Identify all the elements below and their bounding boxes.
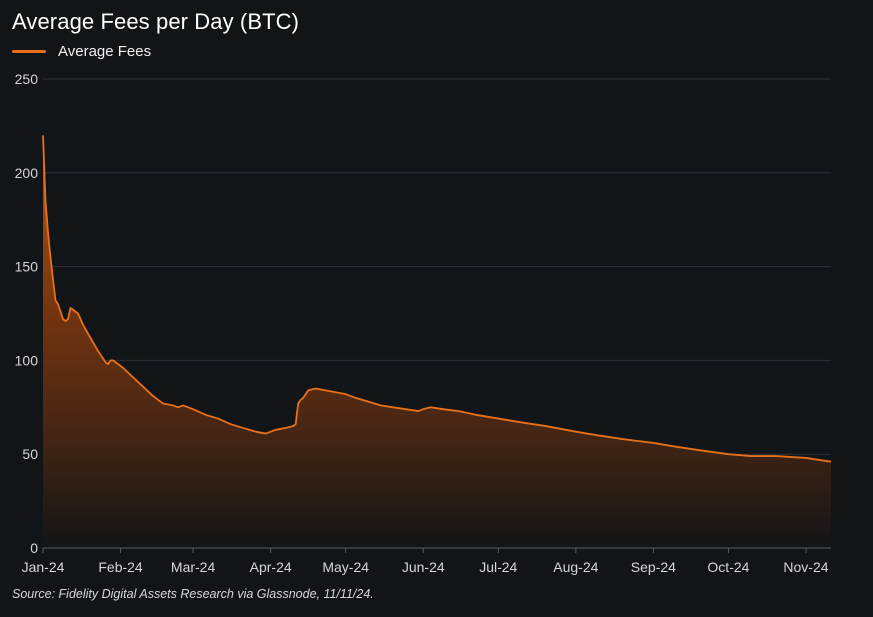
x-tick-label: Nov-24 <box>783 559 828 575</box>
x-tick-label: Apr-24 <box>250 559 292 575</box>
y-tick-label: 250 <box>15 71 39 87</box>
x-tick-label: May-24 <box>322 559 369 575</box>
x-axis-ticks: Jan-24 Feb-24 Mar-24 Apr-24 May-24 Jun-24 Jul-… <box>22 548 829 575</box>
x-tick-label: Aug-24 <box>553 559 598 575</box>
legend: Average Fees <box>12 43 151 60</box>
y-tick-label: 0 <box>30 540 38 556</box>
x-tick-label: Feb-24 <box>98 559 143 575</box>
legend-swatch <box>12 50 46 53</box>
y-tick-label: 50 <box>22 446 38 462</box>
grid-lines <box>43 78 831 455</box>
x-tick-label: Jun-24 <box>402 559 445 575</box>
x-tick-label: Jan-24 <box>22 559 65 575</box>
y-tick-label: 150 <box>15 259 39 275</box>
series-line-average-fees <box>42 135 832 463</box>
x-tick-label: Jul-24 <box>479 559 517 575</box>
x-tick-label: Mar-24 <box>171 559 216 575</box>
x-tick-label: Oct-24 <box>707 559 749 575</box>
x-tick-label: Sep-24 <box>631 559 676 575</box>
y-tick-label: 200 <box>15 165 39 181</box>
y-tick-label: 100 <box>15 352 39 368</box>
source-note: Source: Fidelity Digital Assets Research… <box>12 587 374 601</box>
series-area-average-fees <box>43 135 831 548</box>
chart-title: Average Fees per Day (BTC) <box>12 9 300 34</box>
legend-label: Average Fees <box>58 43 152 60</box>
y-axis-ticks: 0 50 100 150 200 250 <box>15 71 39 556</box>
